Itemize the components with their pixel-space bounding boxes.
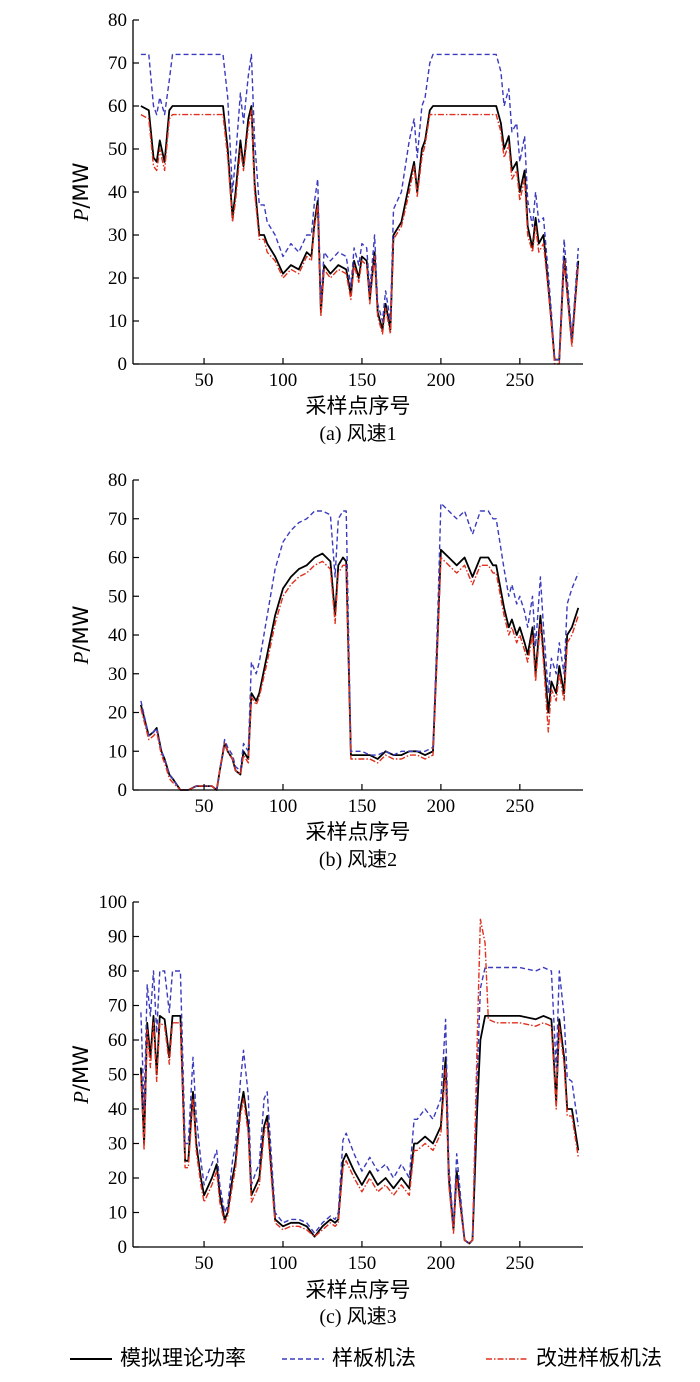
series-line-2 [140, 966, 579, 1245]
y-tick-label: 10 [108, 741, 127, 762]
y-tick-label: 10 [108, 1203, 127, 1224]
y-tick-label: 60 [108, 548, 127, 569]
y-tick-label: 50 [108, 1065, 127, 1086]
x-tick-label: 200 [427, 796, 456, 817]
y-axis-title: P/MW [69, 605, 93, 665]
panel-caption: (a) 风速1 [319, 422, 396, 445]
x-tick-label: 250 [506, 1253, 535, 1274]
x-tick-label: 150 [348, 1253, 377, 1274]
x-axis-title: 采样点序号 [306, 1278, 411, 1302]
series-line-2 [140, 53, 579, 361]
y-tick-label: 30 [108, 1134, 127, 1155]
y-tick-label: 80 [108, 10, 127, 31]
x-tick-label: 100 [269, 796, 298, 817]
x-tick-label: 100 [269, 370, 298, 391]
y-tick-label: 30 [108, 225, 127, 246]
x-tick-label: 150 [348, 796, 377, 817]
x-tick-label: 200 [427, 370, 456, 391]
x-tick-label: 200 [427, 1253, 456, 1274]
y-tick-label: 60 [108, 96, 127, 117]
y-tick-label: 0 [118, 354, 128, 375]
x-tick-label: 250 [506, 370, 535, 391]
series-line-1 [140, 105, 580, 361]
y-tick-label: 70 [108, 509, 127, 530]
y-tick-label: 90 [108, 927, 127, 948]
series-line-3 [140, 109, 579, 365]
x-tick-label: 100 [269, 1253, 298, 1274]
x-tick-label: 50 [195, 1253, 214, 1274]
chart-panel-b: 0 10 20 30 40 50 60 70 80 50 100 150 200 250 采样点序号 P/MW… [69, 470, 583, 871]
x-axis-title: 采样点序号 [306, 820, 411, 844]
series-line-2 [140, 502, 579, 791]
y-tick-label: 50 [108, 586, 127, 607]
y-tick-label: 40 [108, 625, 127, 646]
y-tick-label: 20 [108, 703, 127, 724]
y-tick-label: 60 [108, 1030, 127, 1051]
y-tick-label: 70 [108, 53, 127, 74]
y-tick-label: 80 [108, 470, 127, 491]
y-tick-label: 70 [108, 996, 127, 1017]
series-line-3 [140, 918, 579, 1245]
legend: 模拟理论功率 样板机法 改进样板机法 [70, 1346, 662, 1370]
x-axis-title: 采样点序号 [306, 394, 411, 418]
legend-label-3: 改进样板机法 [536, 1346, 662, 1370]
x-tick-label: 50 [195, 796, 214, 817]
y-tick-label: 80 [108, 961, 127, 982]
chart-panel-c: 0 10 20 30 40 50 60 70 80 90 100 50 100 150 200 250 采样点序… [69, 892, 583, 1328]
legend-label-1: 模拟理论功率 [120, 1346, 246, 1370]
y-axis-title: P/MW [69, 1045, 93, 1105]
chart-panel-a: 0 10 20 30 40 50 60 70 80 50 100 150 200 250 采样点序号 P/MW… [69, 10, 583, 445]
panel-caption: (c) 风速3 [319, 1305, 396, 1328]
y-tick-label: 20 [108, 1168, 127, 1189]
legend-label-2: 样板机法 [332, 1346, 416, 1370]
y-tick-label: 40 [108, 182, 127, 203]
y-tick-label: 50 [108, 139, 127, 160]
panel-caption: (b) 风速2 [319, 848, 397, 871]
y-tick-label: 10 [108, 311, 127, 332]
series-line-1 [140, 1015, 580, 1245]
y-tick-label: 30 [108, 664, 127, 685]
x-tick-label: 150 [348, 370, 377, 391]
x-tick-label: 50 [195, 370, 214, 391]
x-tick-label: 250 [506, 796, 535, 817]
y-tick-label: 0 [118, 1237, 128, 1258]
y-tick-label: 100 [99, 892, 128, 913]
y-tick-label: 20 [108, 268, 127, 289]
y-tick-label: 0 [118, 780, 128, 801]
y-tick-label: 40 [108, 1099, 127, 1120]
y-axis-title: P/MW [69, 162, 93, 222]
